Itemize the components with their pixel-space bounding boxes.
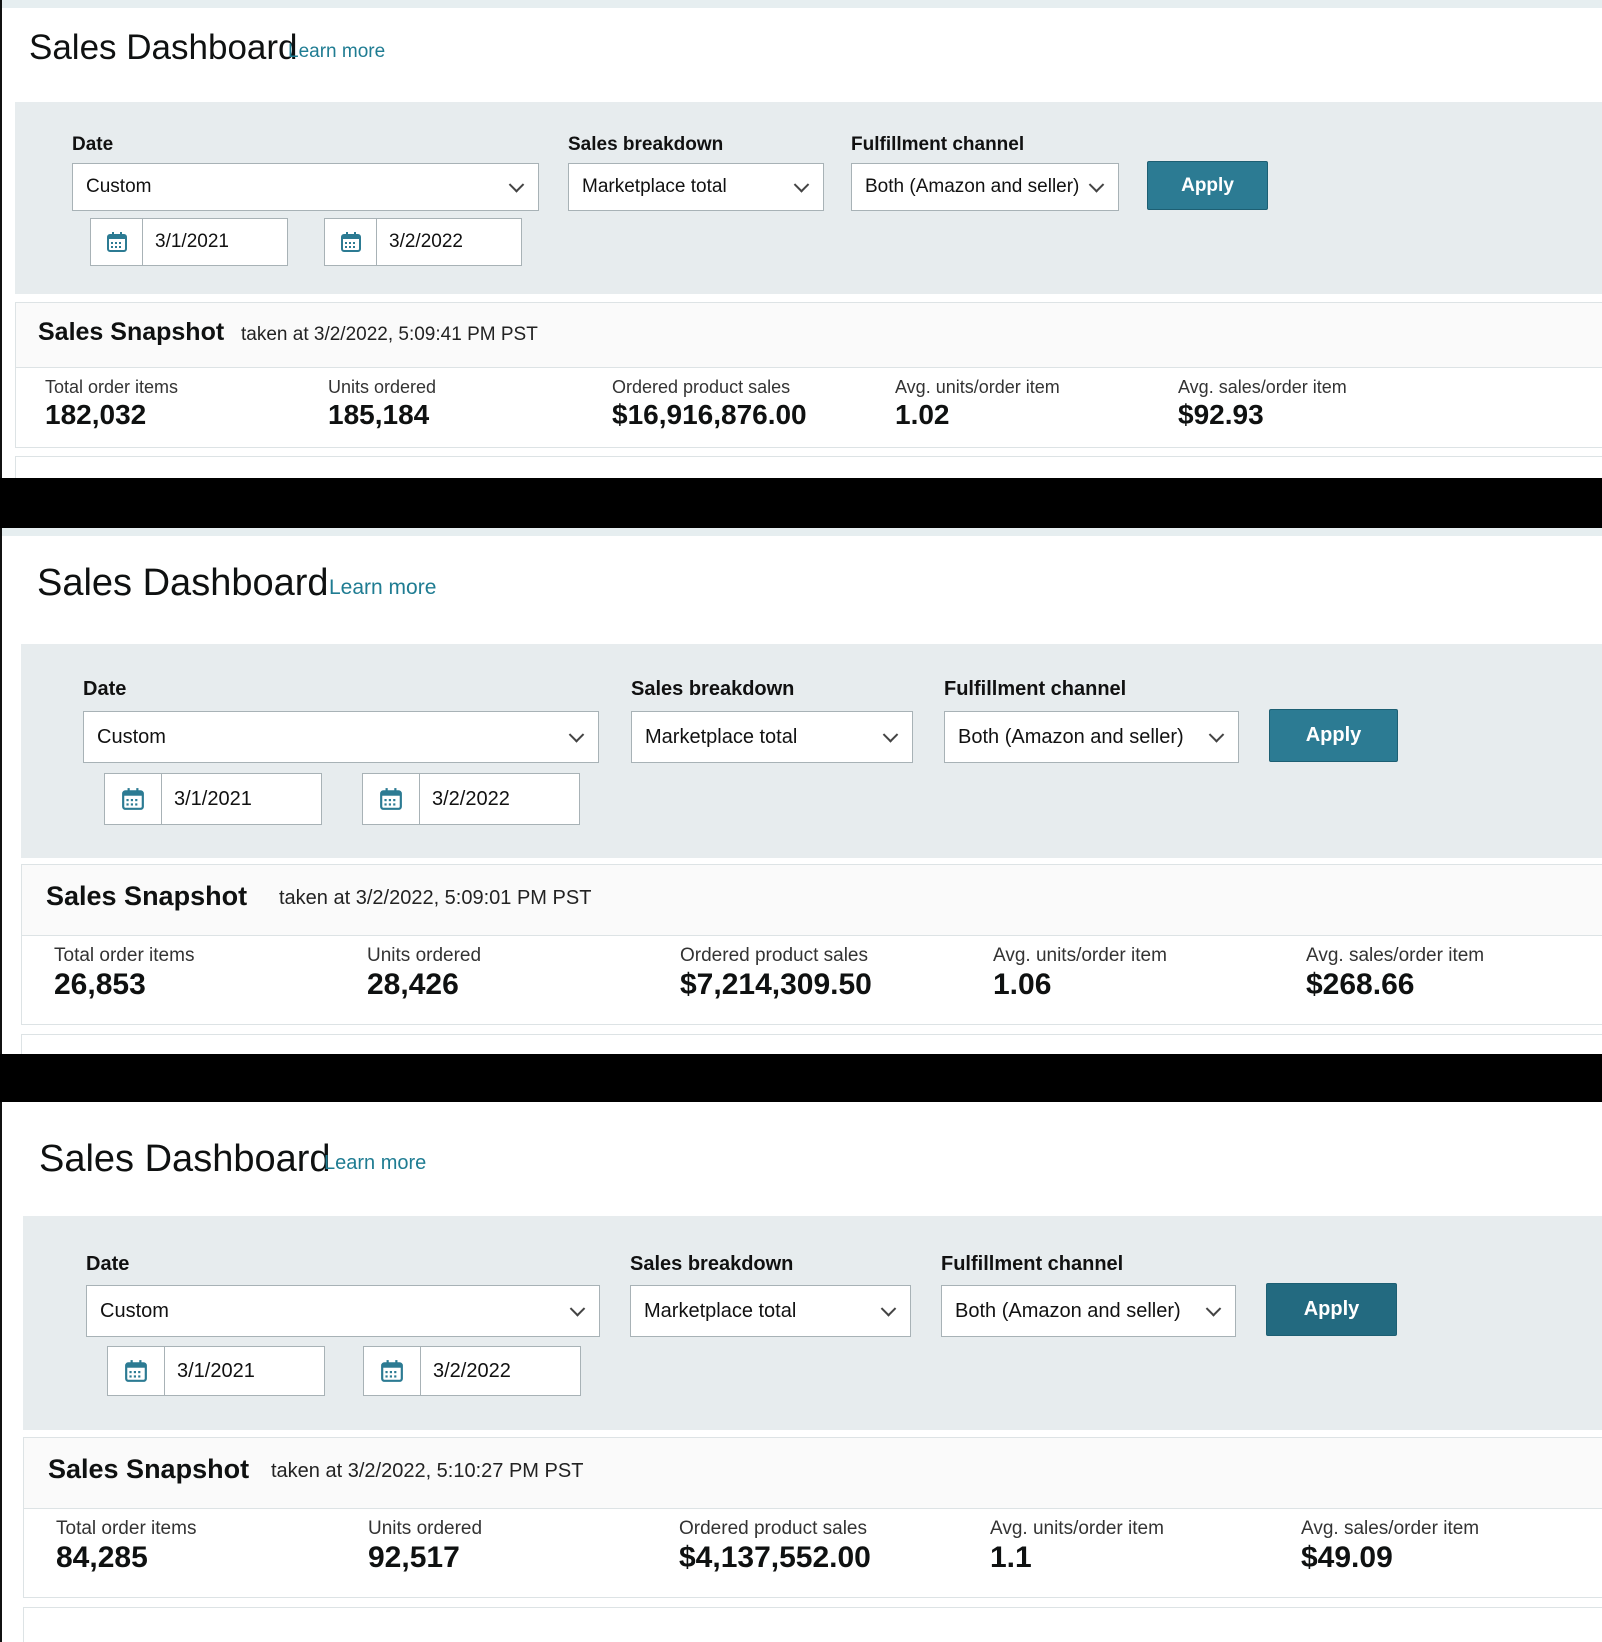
start-date-input[interactable]: 3/1/2021 <box>90 218 288 266</box>
date-select-value: Custom <box>100 1299 169 1322</box>
metric-avg-sales-per-order-item: Avg. sales/order item $92.93 <box>1178 377 1347 430</box>
snapshot-timestamp: taken at 3/2/2022, 5:10:27 PM PST <box>271 1460 584 1482</box>
breakdown-select[interactable]: Marketplace total <box>568 163 824 211</box>
date-label: Date <box>72 134 114 155</box>
start-date-input[interactable]: 3/1/2021 <box>104 773 322 825</box>
breakdown-label: Sales breakdown <box>568 134 724 155</box>
apply-button[interactable]: Apply <box>1266 1283 1397 1336</box>
end-date-input[interactable]: 3/2/2022 <box>324 218 522 266</box>
channel-label: Fulfillment channel <box>941 1253 1124 1275</box>
sales-snapshot: Sales Snapshot taken at 3/2/2022, 5:10:2… <box>23 1437 1602 1598</box>
metric-ordered-product-sales: Ordered product sales $4,137,552.00 <box>679 1518 871 1574</box>
date-select-value: Custom <box>86 176 152 197</box>
metric-avg-units-per-order-item: Avg. units/order item 1.06 <box>993 945 1167 1001</box>
channel-label: Fulfillment channel <box>944 678 1127 700</box>
breakdown-select-value: Marketplace total <box>645 725 798 748</box>
sales-snapshot: Sales Snapshot taken at 3/2/2022, 5:09:0… <box>21 864 1602 1025</box>
apply-button[interactable]: Apply <box>1147 161 1268 210</box>
page-title: Sales Dashboard <box>37 562 329 604</box>
breakdown-select[interactable]: Marketplace total <box>631 711 913 763</box>
channel-select[interactable]: Both (Amazon and seller) <box>941 1285 1236 1337</box>
breakdown-select-value: Marketplace total <box>582 176 727 197</box>
chevron-down-icon <box>508 177 525 193</box>
channel-label: Fulfillment channel <box>851 134 1025 155</box>
metric-total-order-items: Total order items 182,032 <box>45 377 179 430</box>
calendar-icon[interactable] <box>325 219 377 265</box>
date-select[interactable]: Custom <box>83 711 599 763</box>
metric-avg-sales-per-order-item: Avg. sales/order item $268.66 <box>1306 945 1485 1001</box>
breakdown-select[interactable]: Marketplace total <box>630 1285 911 1337</box>
breakdown-label: Sales breakdown <box>630 1253 794 1275</box>
end-date-value: 3/2/2022 <box>432 787 510 810</box>
date-label: Date <box>83 678 127 700</box>
end-date-value: 3/2/2022 <box>433 1359 511 1382</box>
metric-avg-sales-per-order-item: Avg. sales/order item $49.09 <box>1301 1518 1480 1574</box>
chevron-down-icon <box>880 1301 897 1317</box>
breakdown-label: Sales breakdown <box>631 678 795 700</box>
metric-units-ordered: Units ordered 92,517 <box>368 1518 483 1574</box>
snapshot-title: Sales Snapshot <box>38 318 225 346</box>
channel-select[interactable]: Both (Amazon and seller) <box>851 163 1119 211</box>
calendar-icon[interactable] <box>364 1347 421 1395</box>
dashboard-panel-1: Sales Dashboard Learn more Date Custom 3… <box>0 0 1602 478</box>
end-date-value: 3/2/2022 <box>389 231 463 252</box>
start-date-value: 3/1/2021 <box>155 231 229 252</box>
metric-units-ordered: Units ordered 185,184 <box>328 377 437 430</box>
chevron-down-icon <box>569 1301 586 1317</box>
page-title: Sales Dashboard <box>39 1138 331 1180</box>
calendar-icon[interactable] <box>105 774 162 824</box>
end-date-input[interactable]: 3/2/2022 <box>362 773 580 825</box>
metric-total-order-items: Total order items 84,285 <box>56 1518 197 1574</box>
learn-more-link[interactable]: Learn more <box>324 1152 427 1174</box>
page-title: Sales Dashboard <box>29 28 298 67</box>
dashboard-panel-3: Sales Dashboard Learn more Date Custom 3… <box>0 1102 1602 1642</box>
metric-units-ordered: Units ordered 28,426 <box>367 945 482 1001</box>
calendar-icon[interactable] <box>363 774 420 824</box>
channel-select-value: Both (Amazon and seller) <box>955 1299 1181 1322</box>
learn-more-link[interactable]: Learn more <box>329 576 437 599</box>
channel-select-value: Both (Amazon and seller) <box>865 176 1080 197</box>
filter-bar: Date Custom 3/1/2021 3/2/2022 Sales brea… <box>15 102 1602 294</box>
channel-select-value: Both (Amazon and seller) <box>958 725 1184 748</box>
date-select-value: Custom <box>97 725 166 748</box>
metric-ordered-product-sales: Ordered product sales $7,214,309.50 <box>680 945 872 1001</box>
start-date-value: 3/1/2021 <box>174 787 252 810</box>
snapshot-title: Sales Snapshot <box>48 1454 250 1484</box>
calendar-icon[interactable] <box>108 1347 165 1395</box>
chevron-down-icon <box>568 727 585 743</box>
snapshot-timestamp: taken at 3/2/2022, 5:09:01 PM PST <box>279 887 592 909</box>
sales-snapshot: Sales Snapshot taken at 3/2/2022, 5:09:4… <box>15 302 1602 448</box>
start-date-value: 3/1/2021 <box>177 1359 255 1382</box>
date-select[interactable]: Custom <box>86 1285 600 1337</box>
metric-avg-units-per-order-item: Avg. units/order item 1.1 <box>990 1518 1164 1574</box>
start-date-input[interactable]: 3/1/2021 <box>107 1346 325 1396</box>
metric-avg-units-per-order-item: Avg. units/order item 1.02 <box>895 377 1060 430</box>
apply-button[interactable]: Apply <box>1269 709 1398 762</box>
end-date-input[interactable]: 3/2/2022 <box>363 1346 581 1396</box>
filter-bar: Date Custom 3/1/2021 3/2/2022 Sales brea… <box>21 644 1602 858</box>
metric-ordered-product-sales: Ordered product sales $16,916,876.00 <box>612 377 807 430</box>
metric-total-order-items: Total order items 26,853 <box>54 945 195 1001</box>
chevron-down-icon <box>793 177 810 193</box>
channel-select[interactable]: Both (Amazon and seller) <box>944 711 1239 763</box>
chevron-down-icon <box>882 727 899 743</box>
chevron-down-icon <box>1205 1301 1222 1317</box>
chevron-down-icon <box>1088 177 1105 193</box>
dashboard-panel-2: Sales Dashboard Learn more Date Custom 3… <box>0 528 1602 1054</box>
chevron-down-icon <box>1208 727 1225 743</box>
date-label: Date <box>86 1253 130 1275</box>
date-select[interactable]: Custom <box>72 163 539 211</box>
snapshot-timestamp: taken at 3/2/2022, 5:09:41 PM PST <box>241 324 538 345</box>
breakdown-select-value: Marketplace total <box>644 1299 797 1322</box>
snapshot-title: Sales Snapshot <box>46 881 248 911</box>
filter-bar: Date Custom 3/1/2021 3/2/2022 Sales brea… <box>23 1216 1602 1430</box>
learn-more-link[interactable]: Learn more <box>288 41 386 62</box>
calendar-icon[interactable] <box>91 219 143 265</box>
